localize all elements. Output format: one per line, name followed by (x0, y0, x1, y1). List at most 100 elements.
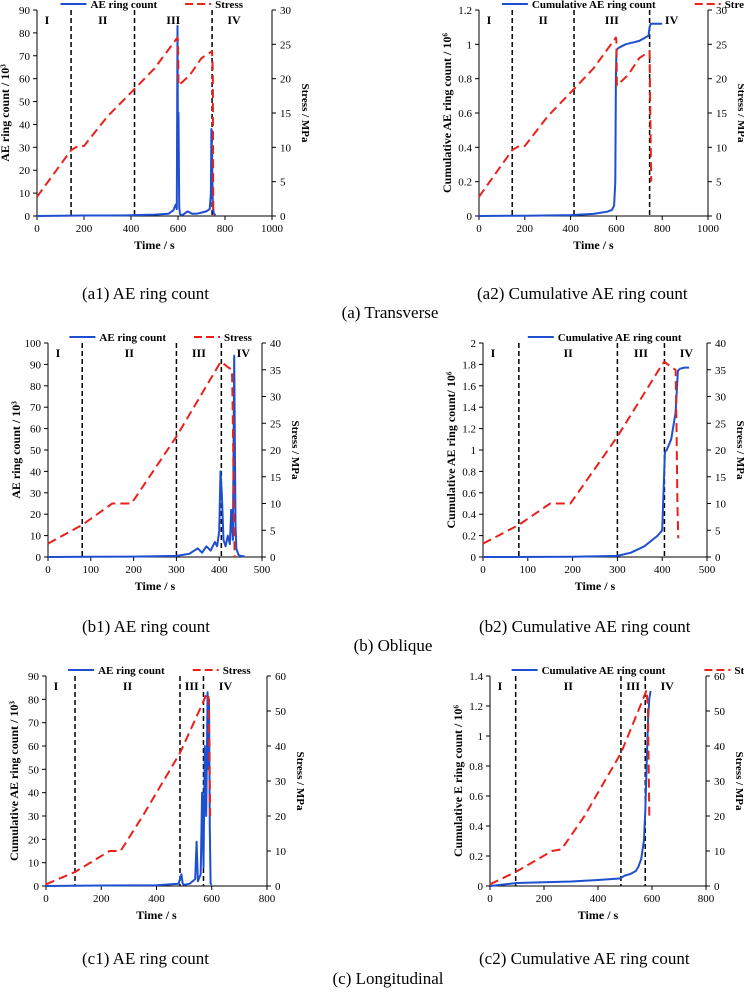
y-tick-label: 0.4 (469, 821, 483, 833)
y-axis-label: Cumulative AE ring count/ 10⁶ (444, 371, 458, 528)
y2-tick-label: 10 (280, 142, 292, 154)
y-tick-label: 0 (471, 552, 477, 564)
phase-label: III (634, 346, 648, 360)
y-tick-label: 40 (19, 119, 31, 131)
legend-ae-label: Cumulative AE ring count (532, 0, 656, 11)
legend-stress-label: Stress (215, 0, 244, 11)
caption-a2: (a2) Cumulative AE ring count (477, 284, 688, 303)
y2-tick-label: 25 (715, 418, 727, 430)
x-tick-label: 200 (76, 223, 93, 235)
x-tick-label: 800 (259, 893, 276, 905)
phase-label: III (605, 13, 619, 27)
y2-tick-label: 0 (716, 211, 722, 223)
y2-tick-label: 10 (715, 499, 727, 511)
x-tick-label: 400 (123, 223, 140, 235)
y2-axis-label: Stress / MPa (733, 751, 744, 811)
chart-a2: 0 200 400 600 800 100000.20.40.60.811.2051015… (440, 0, 744, 252)
caption-b1: (b1) AE ring count (82, 617, 210, 636)
y-tick-label: 60 (28, 741, 40, 753)
x-tick-label: 200 (564, 564, 581, 576)
y-tick-label: 20 (30, 509, 42, 521)
y-axis-label: AE ring count / 10³ (0, 64, 12, 162)
phase-label: II (123, 679, 133, 693)
x-tick-label: 500 (699, 564, 716, 576)
y-tick-label: 10 (28, 858, 40, 870)
y-tick-label: 40 (30, 466, 42, 478)
phase-label: IV (680, 346, 694, 360)
y-tick-label: 30 (19, 142, 31, 154)
y2-tick-label: 0 (280, 211, 286, 223)
y-tick-label: 0.2 (458, 177, 472, 189)
phase-label: II (563, 346, 573, 360)
y2-tick-label: 40 (714, 741, 726, 753)
phase-label: II (564, 679, 574, 693)
x-tick-label: 0 (480, 564, 486, 576)
phase-label: IV (661, 679, 675, 693)
x-axis-label: Time / s (135, 579, 176, 593)
y-tick-label: 70 (28, 718, 40, 730)
phase-label: I (498, 679, 503, 693)
x-tick-label: 0 (45, 564, 51, 576)
phase-label: IV (665, 13, 679, 27)
caption-b2: (b2) Cumulative AE ring count (479, 617, 691, 636)
y-tick-label: 0.8 (469, 761, 483, 773)
x-axis-label: Time / s (573, 238, 614, 252)
y2-tick-label: 25 (280, 39, 292, 51)
y2-tick-label: 15 (715, 472, 727, 484)
group-label-transverse: (a) Transverse (341, 303, 439, 322)
x-tick-label: 100 (83, 564, 100, 576)
x-tick-label: 0 (43, 893, 49, 905)
x-tick-label: 600 (608, 223, 625, 235)
y2-tick-label: 40 (270, 338, 282, 350)
y2-tick-label: 30 (715, 392, 727, 404)
y-axis-label: Cumulative E ring count / 10⁶ (451, 705, 465, 857)
y2-tick-label: 60 (714, 671, 726, 683)
x-tick-label: 0 (34, 223, 40, 235)
y2-tick-label: 25 (716, 39, 728, 51)
x-tick-label: 300 (168, 564, 185, 576)
phase-label: I (54, 679, 59, 693)
phase-label: I (45, 13, 50, 27)
y-tick-label: 50 (30, 445, 42, 457)
y2-tick-label: 10 (275, 846, 287, 858)
y2-tick-label: 30 (270, 392, 282, 404)
y2-tick-label: 0 (275, 881, 281, 893)
y2-tick-label: 50 (275, 706, 287, 718)
x-tick-label: 600 (204, 893, 221, 905)
y2-tick-label: 0 (714, 881, 720, 893)
ae-line (489, 690, 652, 887)
chart-c1: 0 200 400 600 800010203040506070809001020304… (7, 665, 306, 922)
ae-line (47, 354, 246, 558)
caption-a1: (a1) AE ring count (82, 284, 209, 303)
x-tick-label: 500 (254, 564, 271, 576)
stress-line (47, 360, 236, 558)
x-tick-label: 800 (654, 223, 671, 235)
y-tick-label: 10 (19, 188, 31, 200)
y2-tick-label: 5 (716, 177, 722, 189)
y-tick-label: 0 (34, 881, 40, 893)
legend-ae-label: AE ring count (99, 332, 166, 344)
y-tick-label: 10 (30, 531, 42, 543)
y2-tick-label: 20 (716, 74, 728, 86)
x-tick-label: 100 (520, 564, 537, 576)
phase-label: III (626, 679, 640, 693)
y-tick-label: 70 (30, 402, 42, 414)
caption-c1: (c1) AE ring count (82, 949, 209, 968)
y-tick-label: 0.8 (458, 74, 472, 86)
legend-stress-label: Stress (224, 332, 253, 344)
y2-axis-label: Stress / MPa (734, 420, 744, 480)
stress-line (36, 36, 215, 217)
legend-ae-label: Cumulative AE ring count (558, 332, 682, 344)
x-axis-label: Time / s (578, 908, 619, 922)
y-axis-label: AE ring count / 10³ (9, 401, 23, 499)
x-tick-label: 1000 (261, 223, 284, 235)
y2-axis-label: Stress / MPa (294, 751, 306, 811)
phase-label: III (166, 13, 180, 27)
y-tick-label: 90 (28, 671, 40, 683)
y2-tick-label: 5 (270, 525, 276, 537)
y-tick-label: 1 (478, 731, 484, 743)
y-tick-label: 60 (19, 74, 31, 86)
legend-ae-label: AE ring count (91, 0, 158, 11)
phase-label: II (538, 13, 548, 27)
stress-line (489, 689, 651, 886)
